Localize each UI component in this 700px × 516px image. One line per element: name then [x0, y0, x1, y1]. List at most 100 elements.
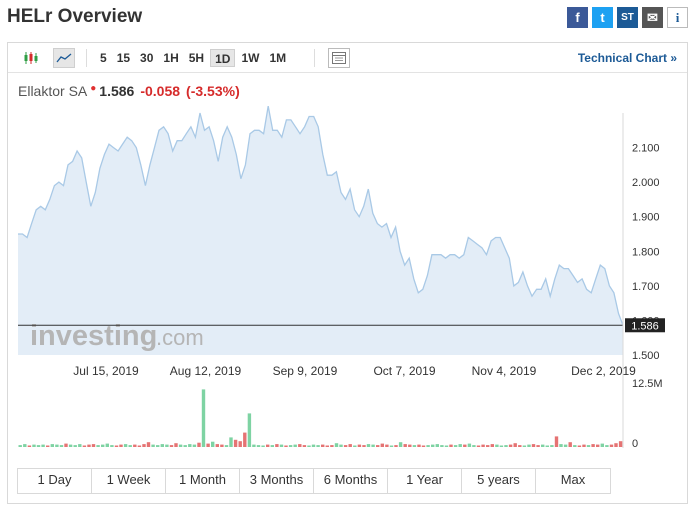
volume-bar [591, 444, 595, 447]
volume-bar [64, 443, 68, 447]
interval-1d[interactable]: 1D [210, 49, 236, 67]
volume-bar [41, 444, 45, 447]
technical-chart-link[interactable]: Technical Chart » [577, 51, 677, 65]
y-tick-label: 1.700 [632, 281, 660, 293]
volume-bar [243, 432, 247, 447]
range-6-months[interactable]: 6 Months [314, 469, 388, 493]
chart-toolbar: 5 15 30 1H 5H 1D 1W 1M Technical Chart » [8, 43, 687, 73]
area-chart-icon[interactable] [53, 48, 75, 68]
volume-bar [316, 445, 320, 447]
interval-15[interactable]: 15 [116, 51, 131, 65]
volume-bar [334, 443, 339, 447]
volume-bar [211, 441, 215, 447]
volume-bar [50, 444, 54, 447]
facebook-icon[interactable]: f [567, 7, 588, 28]
volume-bar [55, 444, 59, 447]
volume-bar [32, 444, 36, 447]
volume-bar [609, 444, 614, 447]
volume-bar [266, 444, 270, 447]
volume-bar [128, 445, 132, 447]
volume-bar [169, 445, 174, 447]
interval-30[interactable]: 30 [140, 51, 154, 65]
watermark-com: .com [156, 325, 204, 350]
chart-panel: 5 15 30 1H 5H 1D 1W 1M Technical Chart »… [7, 42, 688, 504]
email-icon[interactable]: ✉ [642, 7, 663, 28]
volume-bar [577, 445, 582, 447]
volume-bar [531, 444, 536, 447]
twitter-icon[interactable]: t [592, 7, 613, 28]
volume-bar [554, 436, 559, 447]
toolbar-divider [314, 49, 315, 67]
range-1-day[interactable]: 1 Day [18, 469, 92, 493]
price-change: -0.058 [140, 83, 181, 99]
time-range-selector: 1 Day 1 Week 1 Month 3 Months 6 Months 1… [17, 468, 611, 494]
volume-bar [513, 443, 517, 447]
volume-bar [178, 444, 183, 447]
volume-bar [105, 443, 109, 447]
interval-1h[interactable]: 1H [163, 51, 179, 65]
volume-bar [408, 444, 412, 447]
volume-bar [545, 445, 549, 447]
volume-bar [481, 444, 485, 447]
interval-5[interactable]: 5 [100, 51, 107, 65]
volume-bar [123, 444, 128, 447]
range-max[interactable]: Max [536, 469, 610, 493]
volume-bar [229, 437, 233, 447]
volume-bar [596, 444, 600, 447]
volume-bar [73, 445, 77, 447]
volume-bar [573, 445, 577, 447]
volume-bar [421, 445, 426, 447]
last-price: 1.586 [99, 83, 135, 99]
volume-bar [311, 444, 316, 447]
volume-bar [275, 444, 279, 447]
table-view-icon[interactable] [328, 48, 350, 68]
volume-bar [458, 444, 462, 447]
volume-bar [247, 413, 252, 447]
stocktwits-icon[interactable]: ST [617, 7, 638, 28]
volume-bar [527, 444, 531, 447]
volume-bar [486, 445, 490, 447]
range-3-months[interactable]: 3 Months [240, 469, 314, 493]
volume-bar [197, 442, 201, 447]
volume-bar [325, 445, 329, 447]
volume-bar [252, 444, 256, 447]
volume-bar [302, 445, 307, 447]
interval-1m[interactable]: 1M [269, 51, 287, 65]
volume-bar [417, 444, 421, 447]
volume-bar [46, 445, 50, 447]
volume-bar [201, 389, 206, 447]
y-tick-label: 1.900 [632, 212, 660, 224]
volume-bar [110, 445, 114, 447]
interval-1w[interactable]: 1W [241, 51, 260, 65]
price-chart[interactable]: investing .com 1.5001.6001.7001.8001.900… [8, 43, 687, 463]
volume-bar [504, 445, 508, 447]
candlestick-icon[interactable] [20, 48, 42, 68]
volume-bar [550, 445, 554, 447]
volume-bar [605, 445, 609, 447]
volume-bar [380, 443, 384, 447]
x-tick-label: Sep 9, 2019 [273, 364, 338, 378]
quote-line: Ellaktor SA ● 1.586 -0.058 (-3.53%) [18, 83, 246, 99]
interval-5h[interactable]: 5H [188, 51, 205, 65]
volume-bar [156, 445, 160, 447]
price-area [18, 106, 623, 355]
range-5-years[interactable]: 5 years [462, 469, 536, 493]
volume-bar [403, 444, 407, 447]
volume-bar [508, 444, 513, 447]
info-icon[interactable]: i [667, 7, 688, 28]
range-1-year[interactable]: 1 Year [388, 469, 462, 493]
volume-bar [495, 444, 499, 447]
volume-bar [188, 444, 192, 447]
range-1-week[interactable]: 1 Week [92, 469, 166, 493]
volume-bar [256, 445, 261, 447]
volume-bar [444, 445, 449, 447]
volume-bar [238, 441, 242, 447]
volume-bar [614, 443, 618, 447]
range-1-month[interactable]: 1 Month [166, 469, 240, 493]
volume-bar [307, 445, 311, 447]
volume-bar [563, 444, 568, 447]
volume-bar [293, 444, 297, 447]
x-tick-label: Jul 15, 2019 [73, 364, 139, 378]
volume-bar [435, 444, 439, 447]
volume-bar [431, 444, 435, 447]
